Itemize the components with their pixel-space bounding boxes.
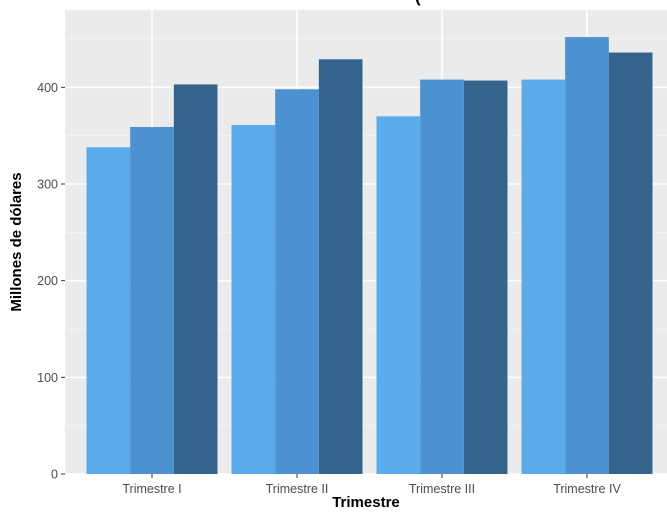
- x-tick-label: Trimestre III: [409, 482, 475, 496]
- bar-trimestre-iv-series-1: [521, 79, 566, 474]
- y-tick-label: 200: [37, 274, 58, 288]
- x-tick-label: Trimestre I: [122, 482, 181, 496]
- x-tick-label: Trimestre II: [266, 482, 329, 496]
- y-tick-label: 300: [37, 178, 58, 192]
- bar-trimestre-iii-series-3: [463, 80, 508, 475]
- bar-trimestre-ii-series-1: [231, 125, 276, 475]
- bar-trimestre-i-series-1: [86, 147, 131, 474]
- y-axis-title: Millones de dólares: [8, 172, 25, 311]
- bar-trimestre-iii-series-2: [420, 79, 464, 474]
- y-tick-label: 100: [37, 371, 58, 385]
- chart-title: (: [415, 0, 421, 6]
- x-axis: Trimestre I Trimestre II Trimestre III Trim…: [122, 474, 621, 496]
- y-tick-label: 0: [51, 468, 58, 482]
- bar-trimestre-ii-series-3: [318, 59, 363, 475]
- y-tick-label: 400: [37, 81, 58, 95]
- bar-trimestre-iv-series-2: [565, 37, 609, 475]
- bar-trimestre-ii-series-2: [275, 89, 319, 475]
- bar-trimestre-iv-series-3: [608, 52, 653, 475]
- bar-trimestre-i-series-2: [130, 126, 174, 474]
- y-axis: 0 100 200 300 400: [37, 81, 65, 482]
- x-axis-title: Trimestre: [332, 494, 400, 511]
- bar-trimestre-i-series-3: [173, 84, 218, 474]
- x-tick-label: Trimestre IV: [553, 482, 621, 496]
- bar-trimestre-iii-series-1: [376, 116, 421, 474]
- bars: [86, 37, 653, 475]
